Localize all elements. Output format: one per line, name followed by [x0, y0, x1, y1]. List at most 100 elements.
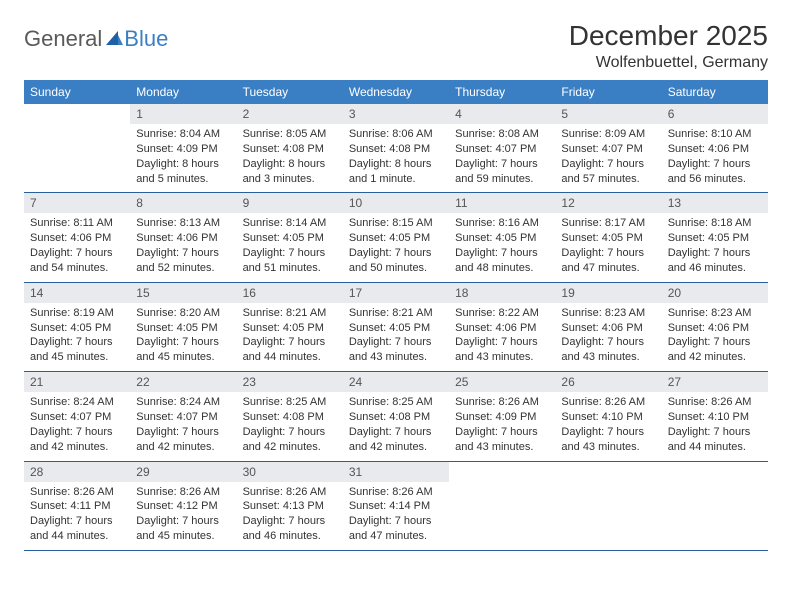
day-number: 30	[237, 462, 343, 482]
day-number: 17	[343, 283, 449, 303]
weekday-header: Sunday	[24, 80, 130, 104]
daylight-text: Daylight: 7 hours and 59 minutes.	[455, 157, 549, 187]
sunset-text: Sunset: 4:12 PM	[136, 499, 230, 514]
title-block: December 2025 Wolfenbuettel, Germany	[569, 20, 768, 72]
sunrise-text: Sunrise: 8:06 AM	[349, 127, 443, 142]
sunset-text: Sunset: 4:08 PM	[243, 410, 337, 425]
calendar-cell: .	[24, 104, 130, 193]
sunset-text: Sunset: 4:07 PM	[30, 410, 124, 425]
weekday-header: Thursday	[449, 80, 555, 104]
sunrise-text: Sunrise: 8:25 AM	[349, 395, 443, 410]
day-info: Sunrise: 8:09 AMSunset: 4:07 PMDaylight:…	[555, 124, 661, 192]
sunrise-text: Sunrise: 8:13 AM	[136, 216, 230, 231]
calendar-cell: 1Sunrise: 8:04 AMSunset: 4:09 PMDaylight…	[130, 104, 236, 193]
sunrise-text: Sunrise: 8:11 AM	[30, 216, 124, 231]
sunset-text: Sunset: 4:06 PM	[561, 321, 655, 336]
daylight-text: Daylight: 7 hours and 43 minutes.	[561, 335, 655, 365]
calendar-cell: 26Sunrise: 8:26 AMSunset: 4:10 PMDayligh…	[555, 372, 661, 461]
day-info: Sunrise: 8:26 AMSunset: 4:13 PMDaylight:…	[237, 482, 343, 550]
calendar-cell: 16Sunrise: 8:21 AMSunset: 4:05 PMDayligh…	[237, 282, 343, 371]
weekday-header: Saturday	[662, 80, 768, 104]
calendar-cell: 2Sunrise: 8:05 AMSunset: 4:08 PMDaylight…	[237, 104, 343, 193]
daylight-text: Daylight: 7 hours and 56 minutes.	[668, 157, 762, 187]
daylight-text: Daylight: 7 hours and 46 minutes.	[243, 514, 337, 544]
sunset-text: Sunset: 4:08 PM	[243, 142, 337, 157]
weekday-header: Wednesday	[343, 80, 449, 104]
day-info: Sunrise: 8:16 AMSunset: 4:05 PMDaylight:…	[449, 213, 555, 281]
sunrise-text: Sunrise: 8:17 AM	[561, 216, 655, 231]
page-title: December 2025	[569, 20, 768, 52]
day-number: 28	[24, 462, 130, 482]
sunset-text: Sunset: 4:05 PM	[668, 231, 762, 246]
day-info: Sunrise: 8:22 AMSunset: 4:06 PMDaylight:…	[449, 303, 555, 371]
sunrise-text: Sunrise: 8:26 AM	[30, 485, 124, 500]
day-info: Sunrise: 8:21 AMSunset: 4:05 PMDaylight:…	[343, 303, 449, 371]
calendar-table: SundayMondayTuesdayWednesdayThursdayFrid…	[24, 80, 768, 551]
day-number: 29	[130, 462, 236, 482]
calendar-cell: 14Sunrise: 8:19 AMSunset: 4:05 PMDayligh…	[24, 282, 130, 371]
sunset-text: Sunset: 4:10 PM	[561, 410, 655, 425]
sunset-text: Sunset: 4:08 PM	[349, 142, 443, 157]
sunrise-text: Sunrise: 8:21 AM	[349, 306, 443, 321]
sunrise-text: Sunrise: 8:24 AM	[136, 395, 230, 410]
daylight-text: Daylight: 7 hours and 54 minutes.	[30, 246, 124, 276]
daylight-text: Daylight: 7 hours and 42 minutes.	[136, 425, 230, 455]
calendar-cell: 27Sunrise: 8:26 AMSunset: 4:10 PMDayligh…	[662, 372, 768, 461]
day-info: Sunrise: 8:13 AMSunset: 4:06 PMDaylight:…	[130, 213, 236, 281]
daylight-text: Daylight: 7 hours and 45 minutes.	[136, 335, 230, 365]
calendar-body: .1Sunrise: 8:04 AMSunset: 4:09 PMDayligh…	[24, 104, 768, 550]
day-info: Sunrise: 8:26 AMSunset: 4:12 PMDaylight:…	[130, 482, 236, 550]
day-info: Sunrise: 8:24 AMSunset: 4:07 PMDaylight:…	[130, 392, 236, 460]
daylight-text: Daylight: 7 hours and 42 minutes.	[349, 425, 443, 455]
calendar-cell: 7Sunrise: 8:11 AMSunset: 4:06 PMDaylight…	[24, 193, 130, 282]
day-info: Sunrise: 8:04 AMSunset: 4:09 PMDaylight:…	[130, 124, 236, 192]
sunrise-text: Sunrise: 8:23 AM	[561, 306, 655, 321]
calendar-cell: 29Sunrise: 8:26 AMSunset: 4:12 PMDayligh…	[130, 461, 236, 550]
daylight-text: Daylight: 7 hours and 51 minutes.	[243, 246, 337, 276]
calendar-cell: 24Sunrise: 8:25 AMSunset: 4:08 PMDayligh…	[343, 372, 449, 461]
day-number: 22	[130, 372, 236, 392]
calendar-cell: .	[555, 461, 661, 550]
day-number: 8	[130, 193, 236, 213]
sunrise-text: Sunrise: 8:26 AM	[349, 485, 443, 500]
sunrise-text: Sunrise: 8:26 AM	[455, 395, 549, 410]
sunrise-text: Sunrise: 8:24 AM	[30, 395, 124, 410]
logo-sail-icon	[104, 29, 124, 52]
daylight-text: Daylight: 7 hours and 43 minutes.	[455, 335, 549, 365]
day-info: Sunrise: 8:19 AMSunset: 4:05 PMDaylight:…	[24, 303, 130, 371]
day-number: 9	[237, 193, 343, 213]
sunset-text: Sunset: 4:06 PM	[136, 231, 230, 246]
sunrise-text: Sunrise: 8:26 AM	[136, 485, 230, 500]
day-number: 14	[24, 283, 130, 303]
calendar-cell: 19Sunrise: 8:23 AMSunset: 4:06 PMDayligh…	[555, 282, 661, 371]
daylight-text: Daylight: 7 hours and 57 minutes.	[561, 157, 655, 187]
sunrise-text: Sunrise: 8:21 AM	[243, 306, 337, 321]
sunset-text: Sunset: 4:05 PM	[30, 321, 124, 336]
day-info: Sunrise: 8:06 AMSunset: 4:08 PMDaylight:…	[343, 124, 449, 192]
calendar-row: .1Sunrise: 8:04 AMSunset: 4:09 PMDayligh…	[24, 104, 768, 193]
sunset-text: Sunset: 4:05 PM	[349, 231, 443, 246]
sunset-text: Sunset: 4:10 PM	[668, 410, 762, 425]
daylight-text: Daylight: 7 hours and 45 minutes.	[30, 335, 124, 365]
calendar-cell: 17Sunrise: 8:21 AMSunset: 4:05 PMDayligh…	[343, 282, 449, 371]
daylight-text: Daylight: 7 hours and 42 minutes.	[668, 335, 762, 365]
sunrise-text: Sunrise: 8:15 AM	[349, 216, 443, 231]
day-number: 2	[237, 104, 343, 124]
sunset-text: Sunset: 4:13 PM	[243, 499, 337, 514]
day-info: Sunrise: 8:24 AMSunset: 4:07 PMDaylight:…	[24, 392, 130, 460]
calendar-row: 7 Sunrise: 8:11 AM Sunset: 4:06 PM Daylight…	[24, 193, 768, 282]
sunset-text: Sunset: 4:09 PM	[136, 142, 230, 157]
calendar-cell: 11Sunrise: 8:16 AMSunset: 4:05 PMDayligh…	[449, 193, 555, 282]
calendar-cell: 23Sunrise: 8:25 AMSunset: 4:08 PMDayligh…	[237, 372, 343, 461]
sunset-text: Sunset: 4:05 PM	[561, 231, 655, 246]
day-number: 7	[24, 193, 130, 213]
calendar-cell: 28Sunrise: 8:26 AMSunset: 4:11 PMDayligh…	[24, 461, 130, 550]
day-number: 16	[237, 283, 343, 303]
day-info: Sunrise: 8:26 AMSunset: 4:10 PMDaylight:…	[555, 392, 661, 460]
sunrise-text: Sunrise: 8:19 AM	[30, 306, 124, 321]
day-number: 27	[662, 372, 768, 392]
daylight-text: Daylight: 7 hours and 42 minutes.	[243, 425, 337, 455]
sunrise-text: Sunrise: 8:14 AM	[243, 216, 337, 231]
day-info: Sunrise: 8:20 AMSunset: 4:05 PMDaylight:…	[130, 303, 236, 371]
day-info: Sunrise: 8:26 AMSunset: 4:14 PMDaylight:…	[343, 482, 449, 550]
